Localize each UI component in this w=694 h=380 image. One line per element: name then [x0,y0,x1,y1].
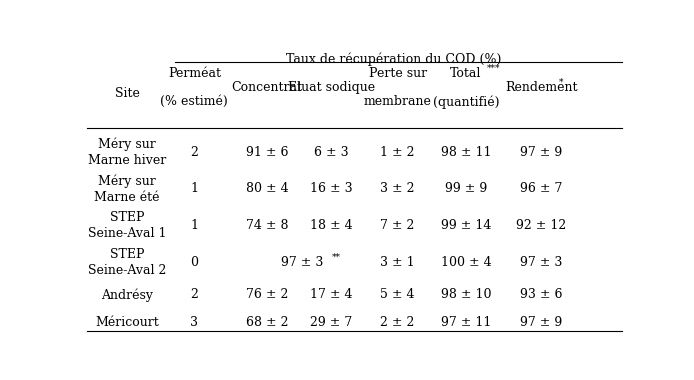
Text: Taux de récupération du COD (%): Taux de récupération du COD (%) [286,53,501,66]
Text: 99 ± 9: 99 ± 9 [445,182,487,195]
Text: 16 ± 3: 16 ± 3 [310,182,353,195]
Text: 7 ± 2: 7 ± 2 [380,219,415,232]
Text: 2: 2 [190,288,198,301]
Text: 5 ± 4: 5 ± 4 [380,288,415,301]
Text: 98 ± 11: 98 ± 11 [441,146,491,159]
Text: Marne hiver: Marne hiver [88,154,167,167]
Text: 68 ± 2: 68 ± 2 [246,316,288,329]
Text: Andrésy: Andrésy [101,288,153,302]
Text: ***: *** [486,63,500,73]
Text: 76 ± 2: 76 ± 2 [246,288,288,301]
Text: 1 ± 2: 1 ± 2 [380,146,415,159]
Text: Site: Site [115,87,139,100]
Text: 92 ± 12: 92 ± 12 [516,219,566,232]
Text: Total: Total [450,67,482,80]
Text: 2 ± 2: 2 ± 2 [380,316,415,329]
Text: 1: 1 [190,219,198,232]
Text: Méry sur: Méry sur [99,174,156,188]
Text: 97 ± 3: 97 ± 3 [520,256,562,269]
Text: 2: 2 [190,146,198,159]
Text: Marne été: Marne été [94,191,160,204]
Text: 96 ± 7: 96 ± 7 [520,182,562,195]
Text: Rendement: Rendement [505,81,577,94]
Text: Perte sur: Perte sur [369,67,427,80]
Text: STEP: STEP [110,248,144,261]
Text: (quantifié): (quantifié) [432,95,499,109]
Text: 74 ± 8: 74 ± 8 [246,219,288,232]
Text: 99 ± 14: 99 ± 14 [441,219,491,232]
Text: 97 ± 3: 97 ± 3 [280,256,323,269]
Text: 80 ± 4: 80 ± 4 [246,182,288,195]
Text: Méry sur: Méry sur [99,138,156,151]
Text: Concentrat: Concentrat [231,81,303,94]
Text: 3 ± 1: 3 ± 1 [380,256,415,269]
Text: 3 ± 2: 3 ± 2 [380,182,415,195]
Text: Seine-Aval 1: Seine-Aval 1 [88,227,167,240]
Text: 3: 3 [190,316,198,329]
Text: 1: 1 [190,182,198,195]
Text: 6 ± 3: 6 ± 3 [314,146,349,159]
Text: 100 ± 4: 100 ± 4 [441,256,491,269]
Text: Seine-Aval 2: Seine-Aval 2 [88,264,167,277]
Text: 17 ± 4: 17 ± 4 [310,288,353,301]
Text: Eluat sodique: Eluat sodique [288,81,375,94]
Text: 29 ± 7: 29 ± 7 [310,316,353,329]
Text: (% estimé): (% estimé) [160,95,228,108]
Text: **: ** [332,253,341,262]
Text: membrane: membrane [364,95,432,108]
Text: 97 ± 9: 97 ± 9 [520,146,562,159]
Text: *: * [559,78,563,87]
Text: 97 ± 9: 97 ± 9 [520,316,562,329]
Text: STEP: STEP [110,211,144,224]
Text: 97 ± 11: 97 ± 11 [441,316,491,329]
Text: 18 ± 4: 18 ± 4 [310,219,353,232]
Text: Méricourt: Méricourt [95,316,159,329]
Text: 91 ± 6: 91 ± 6 [246,146,288,159]
Text: 98 ± 10: 98 ± 10 [441,288,491,301]
Text: 93 ± 6: 93 ± 6 [520,288,562,301]
Text: 0: 0 [190,256,198,269]
Text: Perméat: Perméat [168,67,221,80]
